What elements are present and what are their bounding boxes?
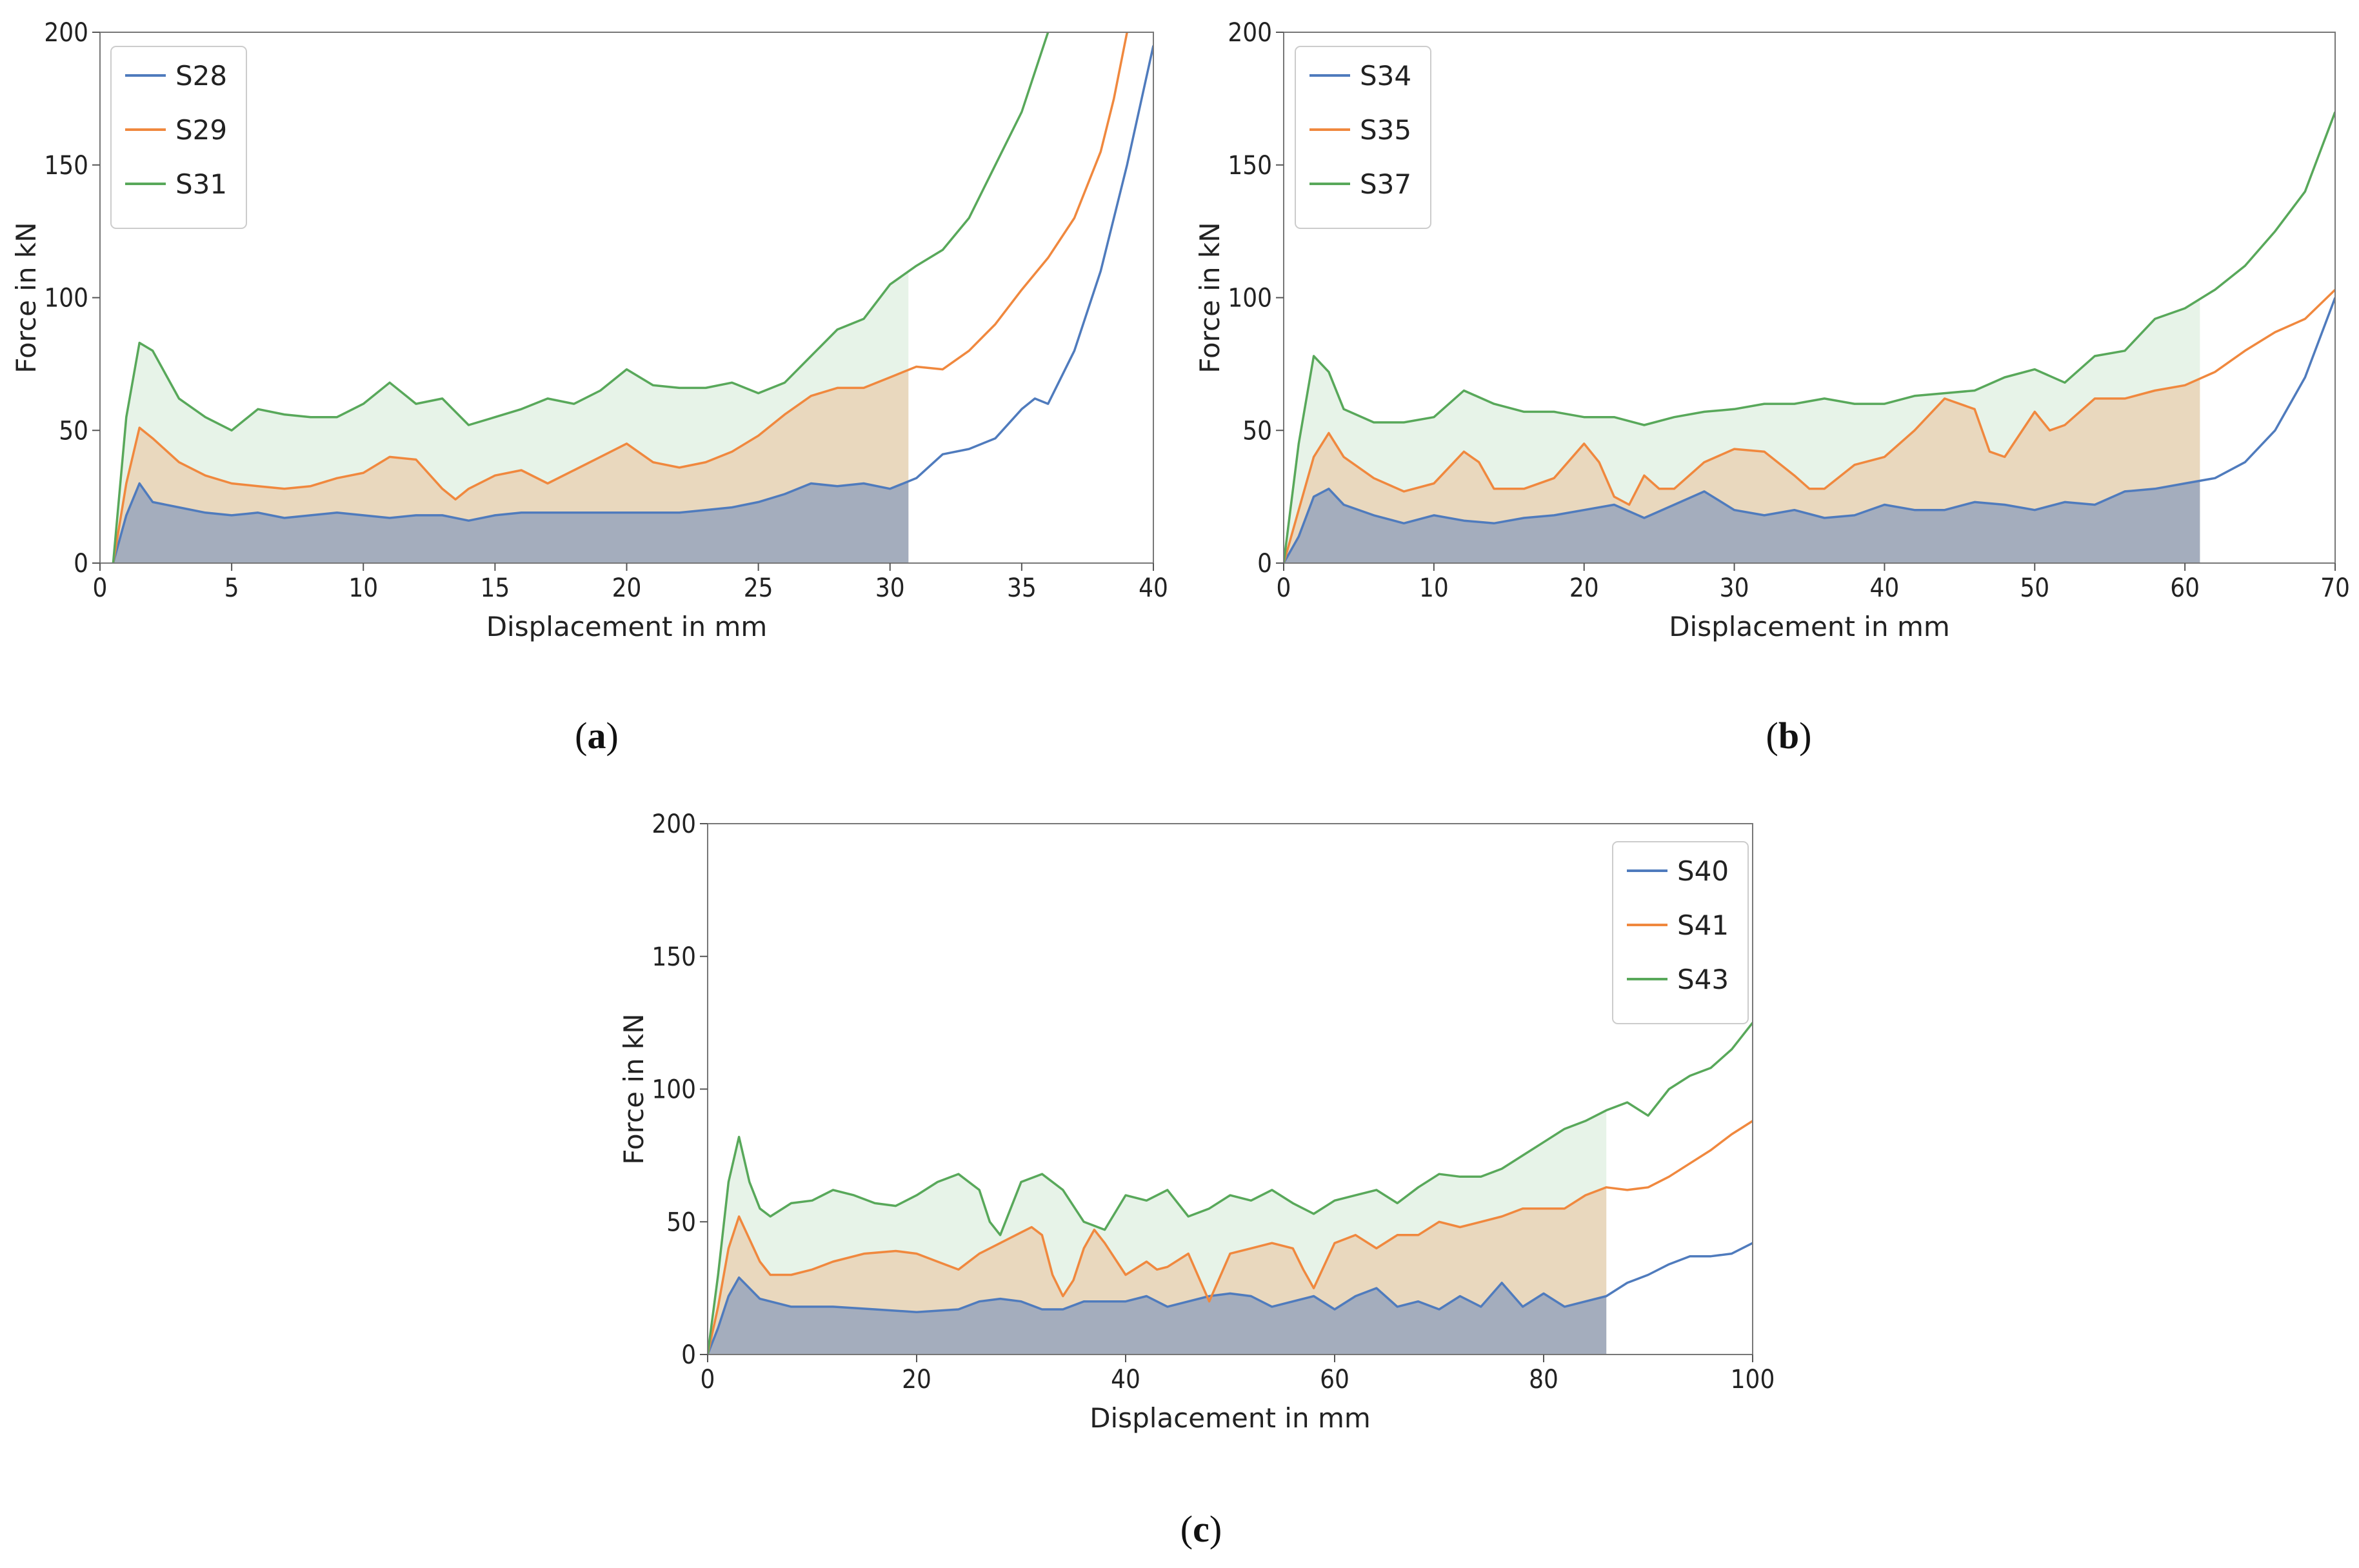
legend: S40 S41 S43 — [1612, 841, 1749, 1024]
x-tick-label: 40 — [1111, 1365, 1140, 1394]
chart-panel-a: 0 5 10 15 20 25 30 35 40 0 50 100 150 200 Displacement… — [10, 18, 1168, 757]
series-line-s41 — [708, 1120, 1753, 1355]
panel-label: (a) — [575, 715, 619, 757]
legend-label-s43: S43 — [1677, 964, 1729, 995]
x-tick-label: 20 — [1569, 573, 1599, 603]
x-tick-label: 10 — [348, 573, 378, 603]
panel-label: (b) — [1766, 715, 1812, 757]
legend-label-s34: S34 — [1360, 60, 1411, 92]
legend: S34 S35 S37 — [1295, 46, 1431, 229]
y-axis-label: Force in kN — [1194, 222, 1226, 373]
y-tick-label: 150 — [44, 151, 88, 181]
area-fill-s31 — [113, 271, 909, 563]
area-fill-s35 — [1284, 379, 2200, 563]
y-tick-label: 150 — [1228, 151, 1272, 181]
series-line-s43 — [708, 1022, 1753, 1355]
y-tick-label: 150 — [652, 942, 696, 972]
x-tick-label: 40 — [1139, 573, 1168, 603]
legend-label-s37: S37 — [1360, 168, 1411, 200]
chart-panel-c: 0 20 40 60 80 100 0 50 100 150 200 Displacement in … — [618, 809, 1775, 1550]
y-tick-label: 50 — [666, 1207, 696, 1237]
y-tick-label: 100 — [44, 284, 88, 313]
legend-label-s35: S35 — [1360, 114, 1411, 146]
series-line-s28 — [112, 45, 1153, 563]
x-tick-label: 40 — [1870, 573, 1900, 603]
legend-label-s41: S41 — [1677, 909, 1729, 941]
series-line-s29 — [112, 32, 1128, 563]
y-axis-label: Force in kN — [10, 222, 42, 373]
x-tick-label: 25 — [744, 573, 773, 603]
area-fill-s37 — [1284, 299, 2200, 563]
x-tick-label: 0 — [93, 573, 108, 603]
y-tick-label: 100 — [1228, 284, 1272, 313]
series-line-s37 — [1284, 111, 2335, 563]
x-tick-label: 35 — [1007, 573, 1037, 603]
x-tick-label: 100 — [1731, 1365, 1775, 1394]
legend-label-s28: S28 — [175, 60, 227, 92]
series-line-s40 — [708, 1242, 1753, 1355]
x-tick-label: 15 — [480, 573, 510, 603]
x-axis-label: Displacement in mm — [1090, 1402, 1371, 1434]
y-tick-label: 200 — [44, 18, 88, 48]
legend: S28 S29 S31 — [110, 46, 247, 229]
y-tick-label: 200 — [652, 809, 696, 839]
x-axis-label: Displacement in mm — [1669, 611, 1950, 642]
legend-label-s40: S40 — [1677, 855, 1729, 887]
x-tick-label: 5 — [224, 573, 239, 603]
series-line-s34 — [1284, 297, 2335, 563]
y-tick-label: 100 — [652, 1075, 696, 1105]
y-axis-label: Force in kN — [618, 1013, 650, 1164]
x-tick-label: 30 — [875, 573, 905, 603]
y-tick-label: 0 — [1257, 549, 1272, 579]
legend-label-s31: S31 — [175, 168, 227, 200]
area-fill-s28 — [113, 481, 909, 563]
area-fill-s41 — [708, 1187, 1607, 1355]
legend-label-s29: S29 — [175, 114, 227, 146]
panel-label: (c) — [1180, 1508, 1222, 1550]
x-tick-label: 50 — [2020, 573, 2049, 603]
x-tick-label: 20 — [902, 1365, 931, 1394]
series-line-s31 — [112, 32, 1050, 563]
x-tick-label: 20 — [612, 573, 642, 603]
x-tick-label: 60 — [1320, 1365, 1349, 1394]
x-tick-label: 0 — [1277, 573, 1291, 603]
x-tick-label: 80 — [1529, 1365, 1558, 1394]
x-tick-label: 10 — [1419, 573, 1449, 603]
series-line-s35 — [1284, 288, 2335, 563]
area-fill-s40 — [708, 1277, 1607, 1355]
chart-panel-b: 0 10 20 30 40 50 60 70 0 50 100 150 200 Displacement … — [1194, 18, 2350, 757]
area-fill-s34 — [1284, 481, 2200, 563]
y-tick-label: 0 — [681, 1340, 696, 1370]
x-tick-label: 60 — [2170, 573, 2200, 603]
x-tick-label: 70 — [2320, 573, 2350, 603]
x-axis-label: Displacement in mm — [486, 611, 768, 642]
y-tick-label: 0 — [74, 549, 88, 579]
y-tick-label: 50 — [59, 416, 88, 446]
x-tick-label: 0 — [701, 1365, 715, 1394]
y-tick-label: 50 — [1242, 416, 1272, 446]
y-tick-label: 200 — [1228, 18, 1272, 48]
x-tick-label: 30 — [1720, 573, 1749, 603]
